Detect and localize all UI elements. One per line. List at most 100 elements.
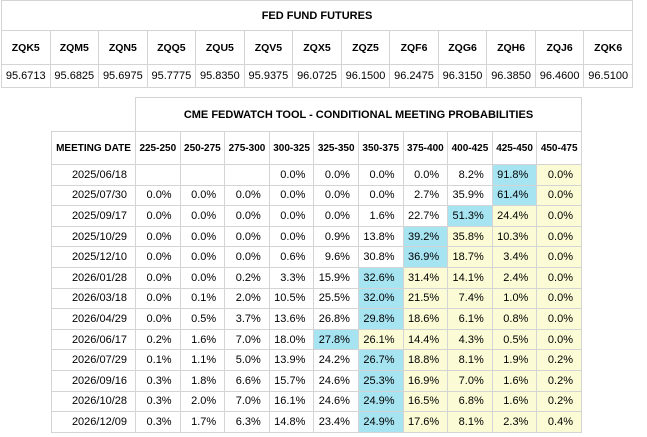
probability-cell: 10.5%	[268, 287, 315, 310]
probability-cell: 14.1%	[447, 266, 493, 289]
probability-cell: 0.0%	[135, 205, 181, 227]
probability-cell: 0.0%	[313, 205, 359, 227]
probability-cell: 0.0%	[357, 164, 404, 186]
probability-cell: 0.2%	[536, 349, 582, 371]
futures-price: 96.3150	[437, 64, 488, 88]
probability-cell: 7.0%	[447, 369, 493, 392]
probability-cell: 24.6%	[313, 390, 359, 413]
probability-cell: 0.0%	[536, 287, 582, 310]
probability-cell: 8.2%	[447, 164, 493, 186]
futures-symbol: ZQX5	[292, 30, 342, 65]
meeting-row: 2025/06/18 0.0% 0.0% 0.0% 0.0% 8.2% 91.8% 0.0%	[51, 164, 582, 186]
futures-price-row: 95.6713 95.6825 95.6975 95.7775 95.8350 95.93…	[1, 64, 633, 88]
fedwatch-probabilities-table: CME FEDWATCH TOOL - CONDITIONAL MEETING …	[51, 97, 582, 433]
probability-cell: 4.3%	[447, 328, 493, 351]
futures-symbol: ZQH6	[486, 30, 536, 65]
rate-range-header: 400-425	[447, 131, 493, 165]
meeting-date: 2026/03/18	[51, 287, 136, 310]
probability-cell: 0.6%	[268, 246, 315, 268]
probability-cell: 0.0%	[179, 184, 226, 207]
probability-cell: 0.0%	[313, 184, 359, 207]
probability-cell: 0.0%	[536, 225, 582, 248]
fedwatch-header-row: MEETING DATE 225-250 250-275 275-300 300-32…	[51, 131, 582, 165]
probability-cell: 0.0%	[536, 184, 582, 207]
fed-fund-futures-table: FED FUND FUTURES ZQK5 ZQM5 ZQN5 ZQQ5 ZQU5 ZQV…	[1, 0, 633, 88]
probability-cell: 29.8%	[357, 308, 404, 330]
meeting-date: 2025/07/30	[51, 184, 136, 207]
meeting-row: 2026/10/28 0.3% 2.0% 7.0% 16.1% 24.6% 24.9% 16.…	[51, 390, 582, 413]
probability-cell: 3.7%	[224, 308, 270, 330]
probability-cell: 3.3%	[268, 266, 315, 289]
probability-cell: 0.0%	[402, 164, 449, 186]
meeting-date: 2026/01/28	[51, 266, 136, 289]
probability-cell: 0.0%	[224, 205, 270, 227]
probability-cell: 61.4%	[491, 184, 538, 207]
futures-symbol: ZQG6	[437, 30, 488, 65]
probability-cell: 18.6%	[402, 308, 449, 330]
probability-cell: 0.0%	[536, 308, 582, 330]
corner-blank	[51, 97, 136, 132]
futures-price: 95.7775	[146, 64, 197, 88]
probability-cell: 25.3%	[357, 369, 404, 392]
probability-cell: 0.0%	[536, 246, 582, 268]
futures-price: 96.2475	[389, 64, 439, 88]
probability-cell: 0.5%	[179, 308, 226, 330]
probability-cell: 21.5%	[402, 287, 449, 310]
probability-cell: 51.3%	[447, 205, 493, 227]
probability-cell: 0.0%	[179, 266, 226, 289]
meeting-date: 2025/10/29	[51, 225, 136, 248]
rate-range-header: 325-350	[313, 131, 359, 165]
probability-cell: 0.0%	[224, 184, 270, 207]
futures-price: 96.0725	[292, 64, 342, 88]
rate-range-header: 225-250	[135, 131, 181, 165]
probability-cell: 0.0%	[135, 287, 181, 310]
probability-cell: 0.0%	[179, 225, 226, 248]
probability-cell: 9.6%	[313, 246, 359, 268]
probability-cell: 1.8%	[179, 369, 226, 392]
futures-symbol: ZQU5	[195, 30, 245, 65]
probability-cell: 0.0%	[268, 184, 315, 207]
probability-cell: 0.5%	[491, 328, 538, 351]
probability-cell: 24.9%	[357, 390, 404, 413]
probability-cell: 0.0%	[135, 225, 181, 248]
probability-cell: 14.8%	[268, 411, 315, 433]
probability-cell: 16.5%	[402, 390, 449, 413]
probability-cell: 1.6%	[491, 369, 538, 392]
probability-cell: 3.4%	[491, 246, 538, 268]
probability-cell: 0.0%	[313, 164, 359, 186]
probability-cell: 0.1%	[179, 287, 226, 310]
probability-cell: 2.0%	[179, 390, 226, 413]
rate-range-header: 450-475	[536, 131, 582, 165]
probability-cell: 24.6%	[313, 369, 359, 392]
probability-cell: 31.4%	[402, 266, 449, 289]
futures-price: 95.8350	[195, 64, 245, 88]
probability-cell: 13.9%	[268, 349, 315, 371]
probability-cell: 0.0%	[135, 266, 181, 289]
probability-cell: 0.0%	[135, 308, 181, 330]
probability-cell: 0.1%	[135, 349, 181, 371]
probability-cell: 1.7%	[179, 411, 226, 433]
futures-title: FED FUND FUTURES	[1, 0, 633, 31]
probability-cell: 91.8%	[491, 164, 538, 186]
futures-symbol: ZQQ5	[146, 30, 197, 65]
probability-cell: 2.7%	[402, 184, 449, 207]
probability-cell	[179, 164, 226, 186]
probability-cell: 6.3%	[224, 411, 270, 433]
probability-cell: 0.0%	[268, 205, 315, 227]
meeting-date: 2026/12/09	[51, 411, 136, 433]
futures-price: 96.1500	[340, 64, 391, 88]
probability-cell: 0.0%	[135, 246, 181, 268]
probability-cell: 26.1%	[357, 328, 404, 351]
futures-symbol: ZQZ5	[340, 30, 391, 65]
probability-cell: 32.0%	[357, 287, 404, 310]
meeting-row: 2026/06/17 0.2% 1.6% 7.0% 18.0% 27.8% 26.1% 14.…	[51, 328, 582, 351]
probability-cell: 22.7%	[402, 205, 449, 227]
probability-cell: 14.4%	[402, 328, 449, 351]
fedwatch-body: 2025/06/18 0.0% 0.0% 0.0% 0.0% 8.2% 91.8% 0.0% 2…	[51, 164, 582, 433]
meeting-row: 2025/10/29 0.0% 0.0% 0.0% 0.0% 0.9% 13.8% 39.2%…	[51, 225, 582, 248]
probability-cell: 0.0%	[536, 164, 582, 186]
futures-symbol: ZQN5	[98, 30, 148, 65]
meeting-row: 2025/09/17 0.0% 0.0% 0.0% 0.0% 0.0% 1.6% 22.7% 5…	[51, 205, 582, 227]
meeting-date: 2026/07/29	[51, 349, 136, 371]
probability-cell: 5.0%	[224, 349, 270, 371]
